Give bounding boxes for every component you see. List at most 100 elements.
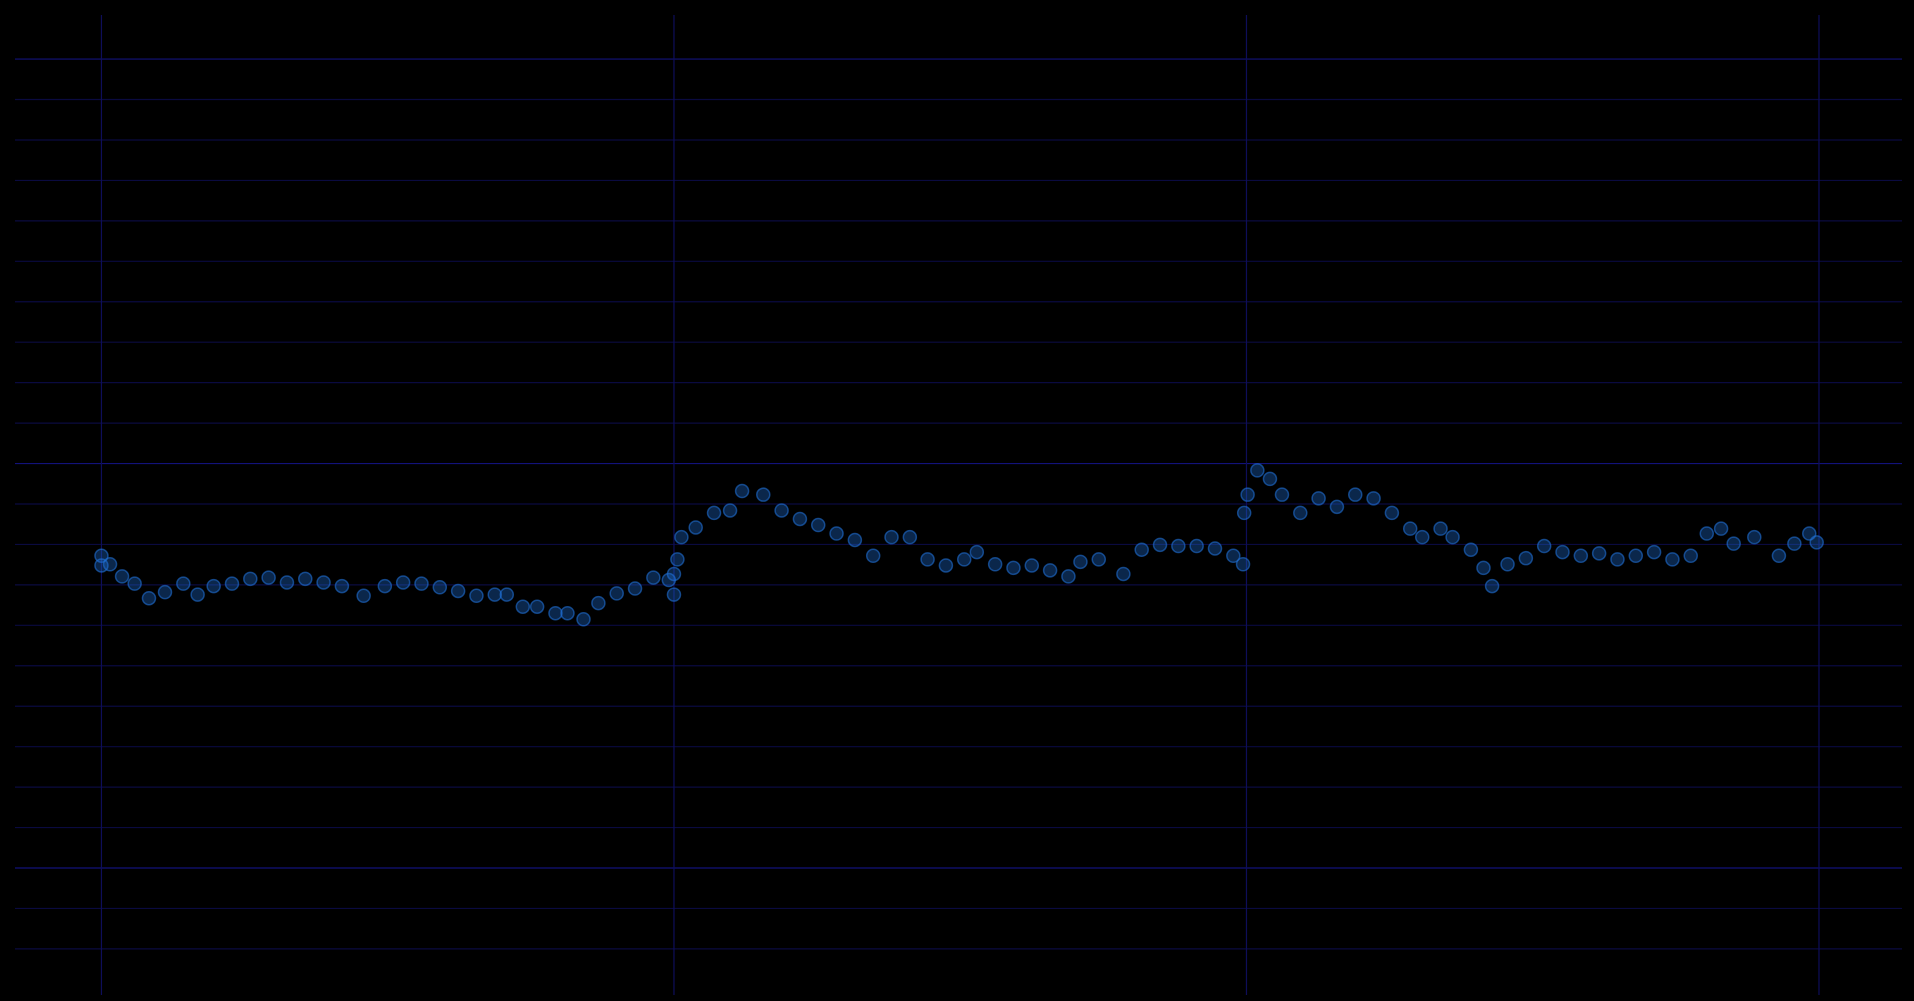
point: [279, 575, 295, 590]
point: [1726, 536, 1741, 551]
point: [734, 483, 750, 499]
point: [627, 581, 643, 596]
point: [1683, 548, 1698, 564]
point: [356, 588, 371, 604]
point: [810, 517, 826, 533]
point: [1476, 560, 1491, 576]
point: [1414, 529, 1430, 545]
point: [1463, 542, 1479, 557]
point: [114, 569, 130, 584]
point: [1610, 552, 1625, 567]
point: [1329, 499, 1345, 515]
point: [414, 576, 429, 591]
point: [591, 595, 606, 611]
point: [1274, 487, 1290, 502]
point: [1484, 578, 1500, 594]
point: [670, 552, 685, 567]
point: [1433, 521, 1448, 536]
point: [157, 584, 173, 600]
point: [1171, 538, 1186, 554]
point: [176, 576, 191, 591]
point: [1699, 526, 1715, 541]
point: [920, 552, 935, 567]
point: [674, 529, 689, 545]
point: [487, 587, 503, 602]
point: [756, 487, 771, 502]
point: [261, 570, 276, 585]
point: [1646, 544, 1662, 560]
point: [515, 599, 531, 614]
point: [1665, 552, 1680, 567]
point: [1262, 471, 1278, 487]
point: [576, 612, 591, 627]
point: [1024, 558, 1040, 573]
point: [969, 544, 985, 560]
point: [609, 586, 624, 601]
point: [206, 578, 221, 594]
point: [1384, 505, 1400, 521]
point: [1236, 505, 1252, 521]
point: [499, 587, 515, 602]
point: [1061, 569, 1076, 584]
point: [646, 570, 661, 585]
point: [469, 588, 484, 604]
point: [1006, 560, 1021, 576]
point: [243, 571, 258, 587]
point: [666, 566, 682, 582]
point: [1091, 552, 1107, 567]
point: [1573, 548, 1589, 564]
point: [1134, 542, 1149, 557]
point: [1771, 548, 1787, 564]
point: [298, 571, 313, 587]
point: [688, 520, 703, 535]
point: [127, 576, 142, 591]
point: [956, 552, 972, 567]
point: [1152, 537, 1168, 553]
point: [865, 548, 881, 564]
point: [1235, 557, 1251, 572]
point: [987, 557, 1003, 572]
point: [102, 557, 118, 572]
point: [1348, 487, 1363, 502]
point: [1073, 554, 1088, 570]
point: [706, 505, 722, 521]
point: [1518, 550, 1534, 566]
point: [1747, 529, 1762, 545]
point: [1713, 521, 1729, 536]
point: [1591, 546, 1607, 561]
point: [1250, 463, 1265, 478]
point: [774, 503, 789, 518]
point: [1293, 505, 1308, 521]
point: [1500, 557, 1515, 572]
point: [1445, 529, 1460, 545]
point: [666, 587, 682, 602]
point: [1226, 548, 1241, 564]
point: [432, 580, 448, 595]
point: [395, 575, 411, 590]
point: [884, 529, 899, 545]
point: [1311, 491, 1326, 506]
point: [1207, 541, 1223, 556]
point: [1536, 538, 1552, 554]
point: [1402, 521, 1418, 536]
point: [450, 583, 466, 599]
point: [938, 558, 954, 573]
point: [224, 576, 240, 591]
point: [1787, 536, 1802, 551]
point: [847, 532, 863, 548]
point: [1366, 491, 1381, 506]
point: [1189, 538, 1204, 554]
point: [1809, 535, 1824, 550]
point: [1116, 566, 1131, 582]
point: [334, 578, 350, 594]
point: [1240, 487, 1255, 502]
point: [548, 605, 563, 621]
point: [529, 599, 545, 614]
point: [902, 529, 918, 545]
point: [829, 526, 844, 541]
point: [722, 503, 738, 518]
point: [1042, 563, 1058, 578]
point: [1628, 548, 1644, 564]
point: [792, 511, 808, 527]
